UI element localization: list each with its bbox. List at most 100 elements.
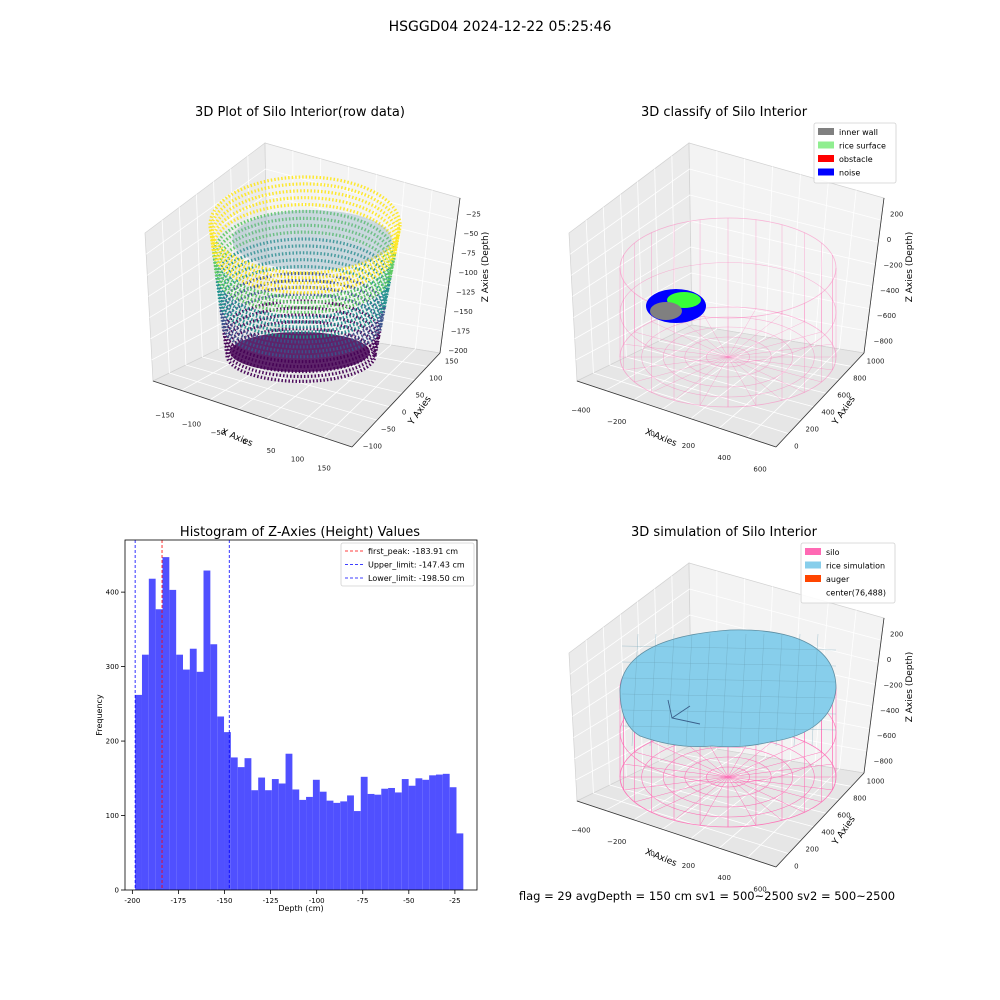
- surface-mesh-line: [621, 677, 837, 683]
- silo-floor-spoke: [651, 741, 729, 778]
- grid-line: [569, 168, 882, 255]
- simulation-z-ticks: 200 0 −200 −400 −600 −800: [874, 631, 904, 766]
- hist-bar: [285, 753, 293, 890]
- y-tick-label: 200: [106, 738, 119, 746]
- cloud-ring: [218, 264, 387, 339]
- z-axis-line: [863, 617, 885, 774]
- raw-x-label: X Axies: [219, 427, 254, 449]
- classify-silo-wireframe: [619, 217, 837, 408]
- surface-mesh-line: [739, 633, 747, 747]
- classify-legend: inner wall rice surface obstacle noise: [813, 122, 897, 184]
- tick-label: −50: [381, 425, 396, 433]
- grid-line: [814, 182, 829, 346]
- silo-floor-spoke: [727, 356, 757, 406]
- hist-bar: [271, 779, 279, 890]
- legend-label: silo: [826, 548, 840, 557]
- tick-label: −400: [571, 406, 590, 414]
- hist-bar: [340, 801, 348, 890]
- surface-mesh-line: [631, 633, 639, 747]
- raw-point-cloud: [208, 175, 402, 384]
- grid-line: [662, 756, 766, 830]
- tick-label: 200: [806, 425, 819, 433]
- silo-floor-spoke: [727, 356, 822, 383]
- inner-wall-points: [650, 302, 682, 320]
- tick-label: −600: [877, 732, 896, 740]
- grid-line: [323, 348, 416, 438]
- tick-label: 50: [267, 447, 276, 455]
- hist-bar: [258, 777, 266, 890]
- tick-label: 50: [415, 392, 424, 400]
- silo-floor-spoke: [699, 356, 729, 406]
- tick-label: 0: [887, 656, 891, 664]
- y-tick-label: 0: [115, 887, 119, 895]
- tick-label: 600: [753, 886, 766, 894]
- silo-floor-spoke: [651, 776, 729, 813]
- grid-line: [571, 194, 879, 276]
- tick-label: 200: [682, 442, 695, 450]
- y-axis-line: [775, 352, 865, 448]
- grid-line: [185, 364, 378, 421]
- tick-label: 400: [718, 454, 731, 462]
- tick-label: −100: [363, 442, 382, 450]
- z-axis-line: [863, 197, 885, 354]
- tick-label: −50: [211, 429, 226, 437]
- grid-line: [605, 328, 717, 391]
- x-axis-line: [152, 380, 353, 448]
- hist-bar: [182, 669, 190, 890]
- tick-label: −200: [607, 418, 626, 426]
- raw-axes-box: [144, 142, 461, 448]
- hist-bar: [162, 557, 170, 890]
- silo-floor-spoke: [651, 356, 729, 393]
- grid-line: [690, 340, 791, 420]
- tick-label: 150: [317, 464, 330, 472]
- cloud-ring: [209, 182, 401, 280]
- silo-floor-spoke: [727, 776, 757, 826]
- hist-bar: [224, 732, 231, 890]
- classify-x-label: X Axies: [643, 427, 678, 449]
- tick-label: −200: [883, 261, 902, 269]
- grid-line: [620, 194, 627, 358]
- simulation-rice-surface: [619, 629, 837, 748]
- silo-floor-spoke: [727, 313, 783, 358]
- x-tick-label: -175: [170, 897, 186, 905]
- hist-y-label: Frequency: [95, 694, 104, 736]
- hist-bar: [422, 779, 430, 890]
- tick-label: −800: [874, 338, 893, 346]
- hist-bar: [155, 609, 163, 890]
- silo-floor-spoke: [623, 343, 729, 358]
- hist-bar: [388, 787, 395, 890]
- grid-line: [151, 298, 443, 361]
- grid-line: [740, 158, 746, 334]
- silo-floor-spoke: [727, 356, 783, 401]
- hist-bars: [135, 557, 464, 890]
- z-axis-line: [439, 197, 461, 354]
- hist-bar: [353, 811, 361, 890]
- hist-bar: [292, 789, 300, 890]
- simulation-x-ticks: −400 −200 0 200 400 600: [571, 826, 766, 893]
- silo-floor-spoke: [727, 308, 757, 358]
- cloud-ring: [220, 285, 384, 354]
- silo-floor-spoke: [634, 751, 729, 778]
- grid-line: [415, 190, 433, 350]
- hist-bar: [217, 716, 225, 890]
- tick-label: 0: [242, 438, 246, 446]
- tick-label: 200: [682, 862, 695, 870]
- grid-line: [573, 246, 873, 318]
- raw-z-ticks: −25 −50 −75 −100 −125 −150 −175 −200: [448, 211, 480, 355]
- tick-label: 400: [718, 874, 731, 882]
- grid-line: [642, 348, 827, 394]
- legend-label: auger: [826, 575, 850, 584]
- tick-label: 400: [821, 828, 834, 836]
- grid-line: [609, 784, 802, 841]
- legend-swatch: [805, 548, 821, 555]
- legend-frame: [800, 542, 896, 604]
- grid-line: [316, 158, 322, 334]
- grid-line: [718, 344, 816, 429]
- surface-mesh-line: [793, 633, 801, 747]
- legend-label: Upper_limit: -147.43 cm: [368, 561, 465, 570]
- surface-mesh-line: [757, 633, 765, 747]
- grid-line: [571, 614, 879, 696]
- panel-raw-title: 3D Plot of Silo Interior(row data): [195, 105, 405, 120]
- y-axis-line: [775, 772, 865, 868]
